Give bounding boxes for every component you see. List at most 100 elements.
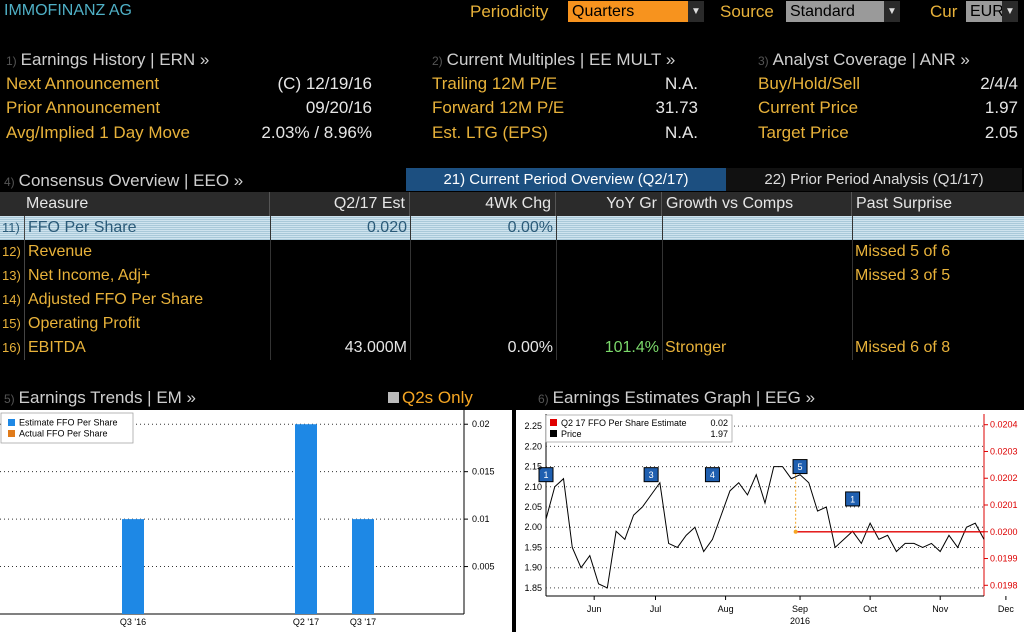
col-header-label: Past Surprise — [856, 195, 953, 212]
col-header-4wk-chg[interactable]: 4Wk Chg — [410, 192, 556, 216]
chevron-down-icon: ▼ — [884, 1, 900, 22]
buy-hold-sell-label: Buy/Hold/Sell — [758, 74, 861, 93]
analyst-marker[interactable] — [643, 467, 659, 483]
periodicity-value: Quarters — [572, 3, 635, 20]
current-multiples-title: Current Multiples | EE MULT » — [446, 50, 676, 69]
cell-measure: Operating Profit — [28, 315, 141, 332]
earnings-estimates-title: Earnings Estimates Graph | EEG » — [552, 388, 816, 407]
legend-swatch-price — [550, 430, 557, 437]
cell-chg: 0.00% — [507, 339, 553, 356]
section-number: 6) — [538, 392, 549, 406]
next-announcement-value: (C) 12/19/16 — [277, 74, 373, 93]
table-divider — [662, 216, 663, 360]
cell-surprise — [852, 288, 1024, 312]
table-divider — [410, 216, 411, 360]
legend-price-value: 1.97 — [710, 429, 728, 439]
analyst-marker-label: 5 — [798, 462, 803, 472]
x-tick-label: Q2 '17 — [293, 617, 319, 627]
tab-prior-period[interactable]: 22) Prior Period Analysis (Q1/17) — [726, 168, 1022, 191]
earnings-estimates-header[interactable]: 6) Earnings Estimates Graph | EEG » — [538, 388, 815, 408]
analyst-marker[interactable] — [538, 467, 554, 483]
cell-yoy — [556, 216, 662, 240]
bar-estimate[interactable] — [352, 519, 374, 614]
bar-estimate[interactable] — [122, 519, 144, 614]
cell-measure: FFO Per Share — [28, 219, 137, 236]
currency-select[interactable]: EUR ▼ — [966, 1, 1018, 22]
right-y-tick-label: 0.0202 — [990, 473, 1018, 483]
table-row[interactable]: 15) Operating Profit — [0, 312, 1024, 336]
chart-legend: Estimate FFO Per Share Actual FFO Per Sh… — [0, 412, 134, 444]
forward-pe-value: 31.73 — [655, 98, 698, 117]
x-tick-label: Nov — [932, 604, 949, 614]
analyst-marker-label: 3 — [649, 470, 654, 480]
x-tick-label: Jul — [650, 604, 662, 614]
tab-current-period[interactable]: 21) Current Period Overview (Q2/17) — [406, 168, 726, 191]
price-line[interactable] — [545, 466, 985, 589]
analyst-marker[interactable] — [792, 459, 808, 475]
left-y-tick-label: 2.00 — [524, 522, 542, 532]
current-multiples-header[interactable]: 2) Current Multiples | EE MULT » — [432, 50, 675, 70]
table-divider — [556, 216, 557, 360]
table-row[interactable]: 11) FFO Per Share 0.020 0.00% — [0, 216, 1024, 240]
earnings-history-title: Earnings History | ERN » — [20, 50, 210, 69]
cell-growth — [662, 216, 852, 240]
analyst-marker[interactable] — [704, 467, 720, 483]
cell-surprise — [852, 312, 1024, 336]
cell-growth — [662, 240, 852, 264]
avg-implied-move-value: 2.03% / 8.96% — [261, 123, 372, 142]
col-header-yoy-gr[interactable]: YoY Gr — [556, 192, 662, 216]
cell-est — [270, 288, 410, 312]
col-header-est[interactable]: Q2/17 Est — [270, 192, 410, 216]
earnings-trends-chart[interactable]: 0.02 0.015 0.01 0.005 Q3 '16 Q2 '17 Q3 '17 Est… — [0, 410, 512, 632]
cell-num: 11) — [2, 220, 20, 235]
trailing-pe-value: N.A. — [664, 74, 698, 93]
legend-swatch-estimate — [550, 419, 557, 426]
buy-hold-sell-value: 2/4/4 — [980, 74, 1018, 93]
earnings-history-header[interactable]: 1) Earnings History | ERN » — [6, 50, 209, 70]
legend-actual-label: Actual FFO Per Share — [19, 429, 108, 439]
x-tick-label: Jun — [587, 604, 602, 614]
cell-num: 16) — [2, 340, 21, 355]
section-number: 2) — [432, 54, 443, 68]
cell-yoy: 101.4% — [604, 339, 659, 356]
col-header-measure[interactable]: Measure — [0, 192, 270, 216]
earnings-estimates-chart[interactable]: 2.25 2.20 2.15 2.10 2.05 2.00 1.95 1.90 1.85 0.02… — [516, 410, 1024, 632]
earnings-trends-title: Earnings Trends | EM » — [18, 388, 197, 407]
source-select[interactable]: Standard ▼ — [786, 1, 900, 22]
consensus-overview-header[interactable]: 4) Consensus Overview | EEO » — [4, 171, 243, 191]
legend-price-label: Price — [561, 429, 582, 439]
analyst-marker[interactable] — [845, 491, 861, 507]
cell-surprise: Missed 3 of 5 — [855, 267, 951, 284]
analyst-coverage-header[interactable]: 3) Analyst Coverage | ANR » — [758, 50, 970, 70]
earnings-trends-header[interactable]: 5) Earnings Trends | EM » — [4, 388, 196, 408]
legend-swatch-estimate — [8, 419, 15, 426]
x-tick-label: Dec — [998, 604, 1015, 614]
right-y-tick-label: 0.0204 — [990, 420, 1018, 430]
cell-yoy — [556, 288, 662, 312]
col-header-growth[interactable]: Growth vs Comps — [662, 192, 852, 216]
cur-label: Cur — [930, 2, 958, 21]
q2s-only-toggle[interactable]: Q2s Only — [388, 388, 473, 408]
cell-measure: EBITDA — [28, 339, 86, 356]
table-row[interactable]: 16) EBITDA 43.000M 0.00% 101.4% Stronger Misse… — [0, 336, 1024, 360]
col-header-surprise[interactable]: Past Surprise — [852, 192, 1024, 216]
cell-surprise — [852, 216, 1024, 240]
periodicity-select[interactable]: Quarters ▼ — [568, 1, 704, 22]
cell-yoy — [556, 264, 662, 288]
table-row[interactable]: 13) Net Income, Adj+ Missed 3 of 5 — [0, 264, 1024, 288]
table-row[interactable]: 12) Revenue Missed 5 of 6 — [0, 240, 1024, 264]
legend-estimate-value: 0.02 — [710, 418, 728, 428]
table-divider — [270, 216, 271, 360]
analyst-marker-label: 4 — [710, 470, 715, 480]
table-divider — [24, 216, 25, 360]
table-row[interactable]: 14) Adjusted FFO Per Share — [0, 288, 1024, 312]
currency-value: EUR — [970, 3, 1004, 20]
cell-est — [270, 312, 410, 336]
left-y-tick-label: 1.95 — [524, 542, 542, 552]
source-value: Standard — [790, 3, 855, 20]
consensus-overview-title: Consensus Overview | EEO » — [18, 171, 244, 190]
bar-estimate[interactable] — [295, 424, 317, 614]
cell-chg: 0.00% — [507, 219, 553, 236]
x-tick-label: Sep — [792, 604, 808, 614]
cell-surprise: Missed 6 of 8 — [855, 339, 951, 356]
